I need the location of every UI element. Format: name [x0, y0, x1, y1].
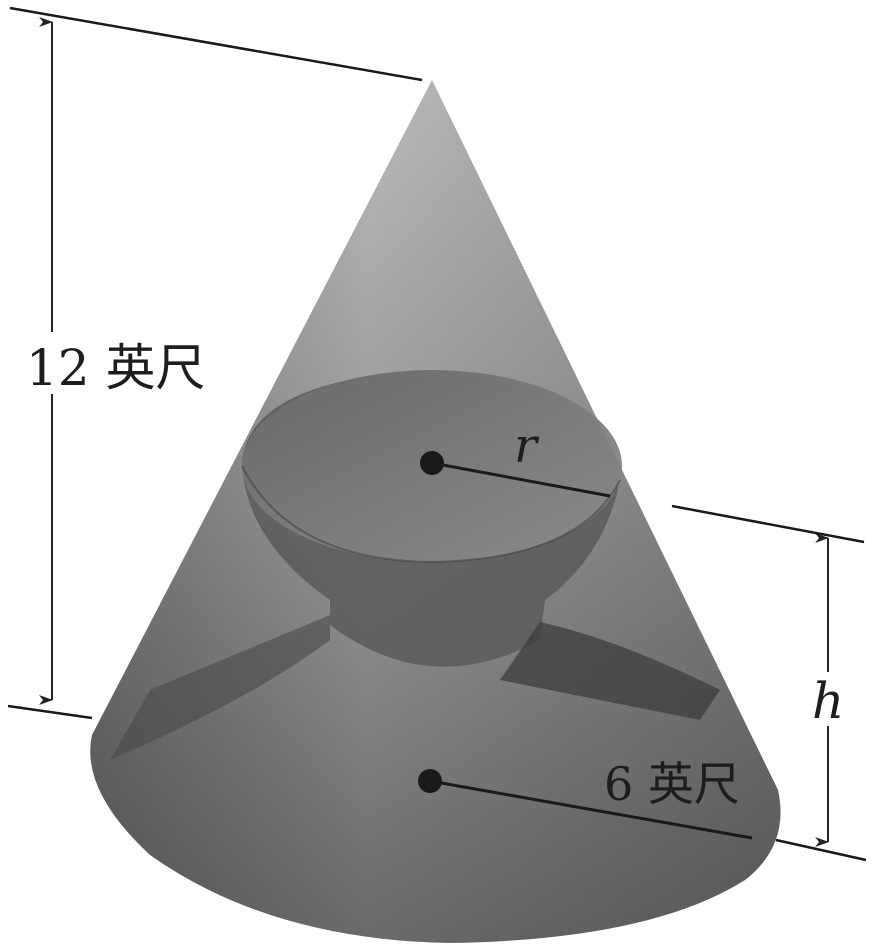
base-left-extension-line	[7, 704, 93, 720]
cone-base-extension-line	[775, 838, 867, 862]
cylinder-radius-label: r	[514, 418, 540, 474]
cylinder-height-label-bg	[808, 672, 848, 726]
top-extension-line	[9, 6, 423, 82]
cone-radius-label: 6 英尺	[604, 757, 740, 811]
cylinder-radius-line	[431, 461, 611, 498]
cone-height-label: 12 英尺	[26, 339, 206, 397]
cone-radius-line	[429, 779, 753, 840]
cylinder-height-label: h	[812, 672, 844, 730]
cone-height-label-bg	[22, 332, 218, 394]
shadow-left	[110, 615, 330, 760]
shadow-right	[500, 622, 720, 720]
cylinder-top-extension-line	[671, 504, 865, 544]
